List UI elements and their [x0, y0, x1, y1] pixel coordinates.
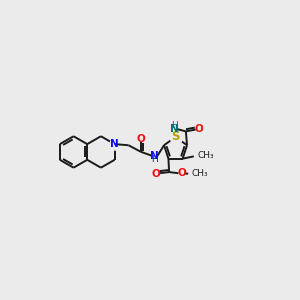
Text: CH₃: CH₃	[198, 152, 214, 160]
Text: O: O	[194, 124, 203, 134]
Text: N: N	[110, 139, 119, 149]
Text: N: N	[150, 151, 159, 161]
Text: O: O	[136, 134, 145, 144]
Text: N: N	[170, 124, 179, 134]
Text: H: H	[151, 155, 158, 164]
Text: O: O	[152, 169, 161, 179]
Text: CH₃: CH₃	[192, 169, 208, 178]
Text: H: H	[171, 121, 178, 130]
Text: O: O	[177, 168, 186, 178]
Text: S: S	[171, 130, 180, 143]
